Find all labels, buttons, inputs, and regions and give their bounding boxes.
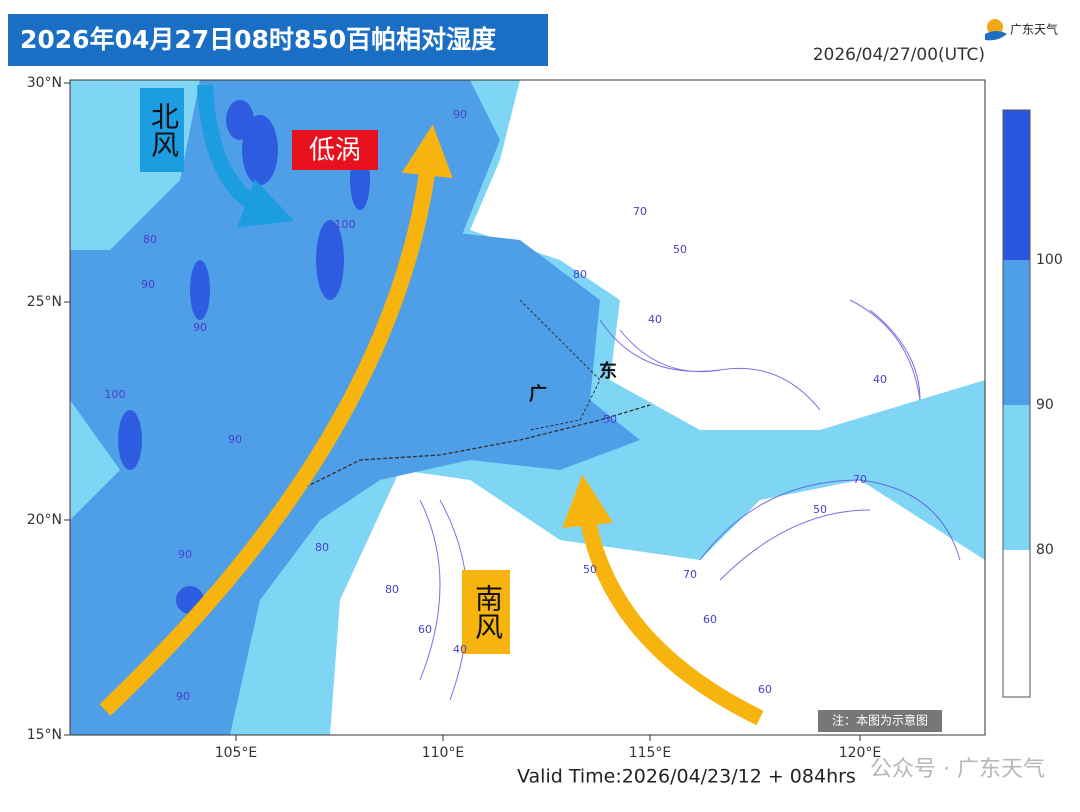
south-wind-label: 南风: [471, 584, 504, 640]
contour-label: 80: [573, 268, 587, 281]
colorbar-label: 90: [1036, 397, 1054, 413]
watermark: 公众号 · 广东天气: [870, 757, 1045, 782]
contour-label: 70: [853, 473, 867, 486]
contour-label: 40: [873, 373, 887, 386]
south-wind-arrow: [562, 474, 764, 726]
note: 注：本图为示意图: [832, 713, 928, 728]
lat-label: 30°N: [27, 75, 62, 91]
contour-label: 80: [385, 583, 399, 596]
low-vortex-label: 低涡: [309, 136, 361, 166]
low-vortex-box: [292, 130, 378, 170]
contour-label: 90: [178, 548, 192, 561]
contour-label: 70: [683, 568, 697, 581]
colorbar-label: 100: [1036, 252, 1063, 268]
contour-label: 60: [418, 623, 432, 636]
moisture-arrow: [99, 124, 453, 716]
contour-label: 90: [176, 690, 190, 703]
contour-label: 80: [143, 233, 157, 246]
contour-label: 70: [633, 205, 647, 218]
contour-label: 50: [603, 413, 617, 426]
north-wind-arrow: [197, 84, 295, 228]
contour-label: 40: [648, 313, 662, 326]
lat-label: 15°N: [27, 727, 62, 743]
north-wind-label: 北风: [147, 102, 180, 158]
contour-label: 80: [315, 541, 329, 554]
map-frame: [69, 79, 986, 736]
lat-label: 25°N: [27, 294, 62, 310]
north-wind-box: [140, 88, 184, 172]
logo-wave: [985, 31, 1007, 41]
contour-label: 100: [105, 388, 126, 401]
valid-time: Valid Time:2026/04/23/12 + 084hrs: [517, 766, 856, 788]
contour-label: 50: [673, 243, 687, 256]
contour-label: 90: [141, 278, 155, 291]
contour-label: 50: [813, 503, 827, 516]
contour-label: 60: [703, 613, 717, 626]
title-box: [8, 14, 548, 66]
lon-label: 115°E: [629, 745, 672, 761]
south-wind-box: [462, 570, 510, 654]
title: 2026年04月27日08时850百帕相对湿度: [20, 25, 496, 54]
contour-label: 50: [583, 563, 597, 576]
logo-sun: [987, 19, 1003, 35]
brand: 广东天气: [1010, 22, 1058, 37]
contour-label: 60: [758, 683, 772, 696]
map-area: [70, 80, 985, 735]
colorbar-label: 80: [1036, 542, 1054, 558]
lon-label: 110°E: [422, 745, 465, 761]
lon-label: 120°E: [839, 745, 882, 761]
init-time: 2026/04/27/00(UTC): [813, 45, 985, 65]
contour-label: 90: [453, 108, 467, 121]
lon-label: 105°E: [215, 745, 258, 761]
contour-label: 40: [453, 643, 467, 656]
contour-label: 90: [228, 433, 242, 446]
lat-label: 20°N: [27, 512, 62, 528]
contour-label: 90: [193, 321, 207, 334]
contour-label: 100: [335, 218, 356, 231]
guangdong-char: 广: [529, 383, 547, 405]
guangdong-char: 东: [599, 360, 617, 382]
colorbar: [1002, 109, 1031, 698]
note-box: [818, 710, 942, 732]
